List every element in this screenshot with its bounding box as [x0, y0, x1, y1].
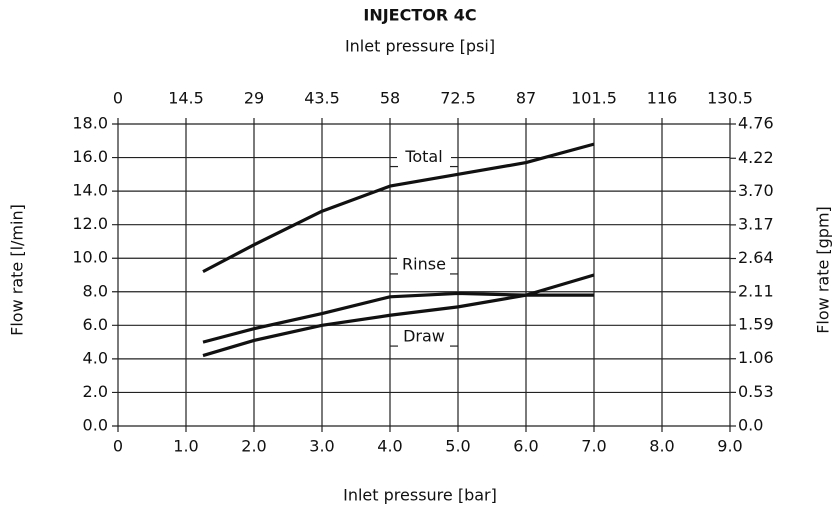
y2-tick-label: 1.06 [738, 348, 774, 367]
y-tick-label: 12.0 [72, 214, 108, 233]
x-tick-label: 7.0 [581, 437, 606, 456]
y2-tick-label: 2.64 [738, 248, 774, 267]
x2-tick-label: 130.5 [707, 89, 753, 108]
label-bg [397, 327, 451, 348]
y2-tick-label: 3.70 [738, 181, 774, 200]
y-tick-label: 18.0 [72, 114, 108, 133]
x-tick-label: 0 [113, 437, 123, 456]
y-tick-label: 4.0 [83, 348, 108, 367]
x-tick-label: 3.0 [309, 437, 334, 456]
y-tick-label: 10.0 [72, 248, 108, 267]
y-axis-label: Flow rate [l/min] [8, 204, 27, 336]
x-tick-label: 5.0 [445, 437, 470, 456]
y2-tick-label: 4.22 [738, 148, 774, 167]
y2-tick-label: 1.59 [738, 315, 774, 334]
x-tick-label: 9.0 [717, 437, 742, 456]
y2-tick-label: 0.0 [738, 416, 763, 435]
series-label: Draw [403, 327, 445, 346]
series-line [202, 273, 595, 358]
x2-tick-label: 101.5 [571, 89, 617, 108]
y-tick-label: 0.0 [83, 416, 108, 435]
x-tick-label: 8.0 [649, 437, 674, 456]
x-tick-label: 6.0 [513, 437, 538, 456]
x2-tick-label: 58 [380, 89, 400, 108]
x-tick-label: 4.0 [377, 437, 402, 456]
y2-axis-label: Flow rate [gpm] [814, 206, 833, 334]
series-label: Rinse [402, 254, 446, 273]
x2-tick-label: 87 [516, 89, 536, 108]
y-tick-label: 6.0 [83, 315, 108, 334]
y2-tick-label: 0.53 [738, 382, 774, 401]
x2-tick-label: 14.5 [168, 89, 204, 108]
x-tick-label: 1.0 [173, 437, 198, 456]
y-tick-label: 8.0 [83, 281, 108, 300]
label-bg [397, 147, 451, 168]
x2-axis-label: Inlet pressure [psi] [345, 37, 495, 56]
x2-tick-label: 0 [113, 89, 123, 108]
x-tick-label: 2.0 [241, 437, 266, 456]
x2-tick-label: 43.5 [304, 89, 340, 108]
y2-tick-label: 3.17 [738, 214, 774, 233]
x2-tick-label: 116 [647, 89, 678, 108]
x2-tick-label: 72.5 [440, 89, 476, 108]
y-tick-label: 2.0 [83, 382, 108, 401]
y-tick-label: 14.0 [72, 181, 108, 200]
series-label: Total [404, 147, 442, 166]
label-bg [397, 254, 451, 275]
y2-tick-label: 2.11 [738, 282, 774, 301]
x-axis-label: Inlet pressure [bar] [343, 486, 497, 505]
y-tick-label: 16.0 [72, 147, 108, 166]
y2-tick-label: 4.76 [738, 114, 774, 133]
x2-tick-label: 29 [244, 89, 264, 108]
chart-title: INJECTOR 4C [363, 6, 476, 25]
series-line [202, 142, 595, 274]
